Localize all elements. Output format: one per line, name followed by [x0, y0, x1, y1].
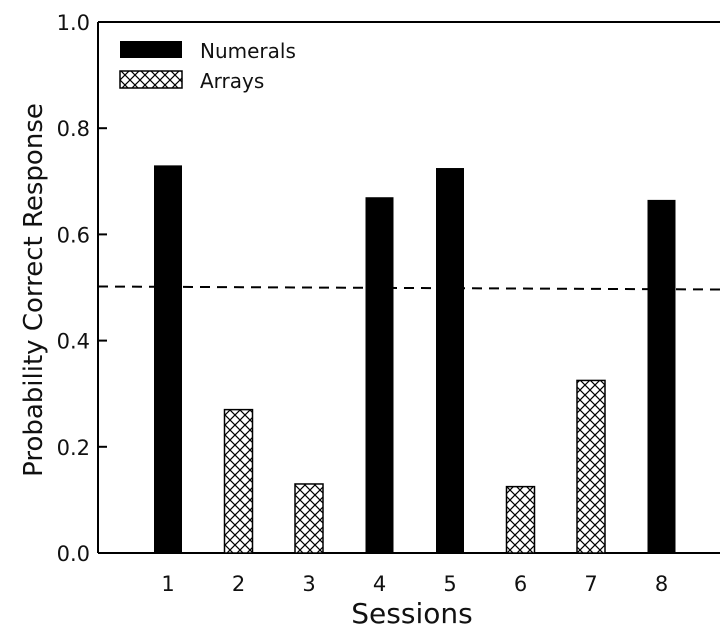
x-tick-label: 5 [443, 572, 456, 596]
y-tick-label: 0.8 [57, 117, 90, 141]
x-tick-label: 7 [584, 572, 597, 596]
y-tick-label: 0.2 [57, 436, 90, 460]
x-tick-label: 1 [161, 572, 174, 596]
legend-swatch-numerals [120, 41, 182, 58]
legend-label-numerals: Numerals [200, 39, 296, 63]
x-tick-label: 3 [302, 572, 315, 596]
plot-area: 0.0 0.2 0.4 0.6 0.8 1.0 1 2 3 4 5 6 7 8 [57, 11, 720, 596]
y-tick-label: 0.4 [57, 330, 90, 354]
bar-arrays-session-6 [505, 485, 536, 554]
legend: Numerals Arrays [119, 39, 296, 93]
y-tick-label: 0.0 [57, 542, 90, 566]
bar-arrays-session-7 [576, 379, 606, 554]
bar-arrays-session-3 [294, 483, 324, 554]
y-tick-label: 0.6 [57, 223, 90, 247]
x-tick-label: 4 [373, 572, 386, 596]
legend-swatch-arrays [119, 70, 183, 89]
bar-arrays-session-2 [223, 408, 254, 554]
x-tick-label: 2 [232, 572, 245, 596]
y-tick-label: 1.0 [57, 11, 90, 35]
x-tick-label: 6 [514, 572, 527, 596]
bar-numerals-session-4 [365, 197, 394, 554]
legend-label-arrays: Arrays [200, 69, 264, 93]
bar-numerals-session-8 [647, 199, 676, 553]
x-tick-label: 8 [655, 572, 668, 596]
y-axis-label: Probability Correct Response [19, 103, 49, 477]
bar-numerals-session-1 [154, 165, 182, 553]
bar-numerals-session-5 [436, 168, 464, 553]
x-axis-label: Sessions [351, 597, 472, 630]
chance-reference-line [97, 285, 720, 291]
